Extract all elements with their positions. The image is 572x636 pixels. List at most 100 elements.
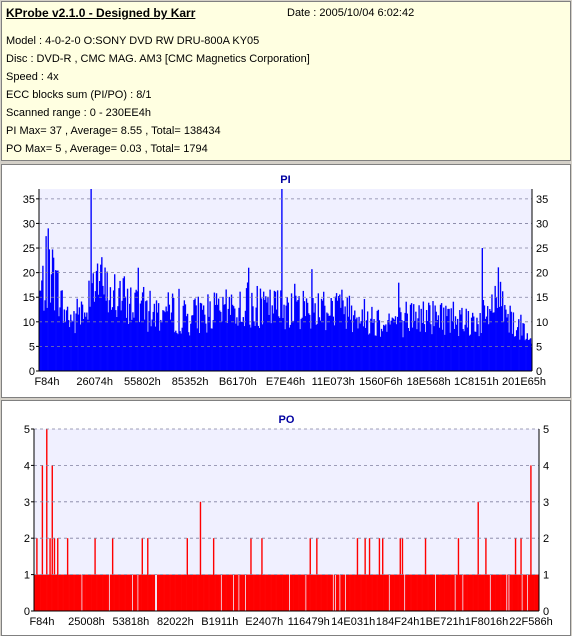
data-bar [341,289,343,371]
data-bar [380,328,383,371]
data-bar [342,574,344,611]
data-bar [519,339,521,371]
data-bar [189,335,191,371]
data-bar [255,574,258,611]
data-bar [391,317,393,371]
data-bar [49,302,52,371]
data-bar [199,501,202,611]
data-bar [246,282,249,371]
data-bar [205,574,207,611]
data-bar [101,257,103,371]
data-bar [364,327,367,371]
data-bar [451,321,453,371]
data-bar [191,315,193,371]
data-bar [315,574,317,611]
data-bar [447,308,449,371]
data-bar [270,323,272,371]
data-bar [356,538,359,611]
data-bar [158,574,160,611]
data-bar [257,325,259,371]
data-bar [208,316,210,371]
data-bar [533,574,535,611]
data-bar [425,574,428,611]
data-bar [264,574,266,611]
data-bar [56,270,58,371]
data-bar [409,304,412,371]
data-bar [133,574,136,611]
data-bar [91,574,93,611]
data-bar [237,574,239,611]
data-bar [229,574,231,611]
data-bar [176,332,178,371]
data-bar [69,327,71,371]
y-tick-label-right: 20 [536,268,548,280]
data-bar [267,574,270,611]
data-bar [456,318,459,371]
data-bar [122,278,124,371]
data-bar [310,574,313,611]
data-bar [484,318,487,371]
data-bar [170,574,172,611]
data-bar [331,300,333,371]
data-bar [148,574,150,611]
data-bar [476,574,478,611]
data-bar [240,321,242,371]
data-bar [249,324,251,371]
data-bar [493,574,496,611]
data-bar [266,302,268,371]
data-bar [306,302,309,371]
data-bar [378,320,381,371]
data-bar [455,574,457,611]
data-bar [259,288,262,371]
data-bar [99,574,102,611]
data-bar [225,574,227,611]
chart-title: PO [279,414,295,426]
data-bar [57,538,59,611]
data-bar [80,301,83,371]
data-bar [427,574,429,611]
data-bar [194,574,196,611]
data-bar [302,290,305,371]
range-line: Scanned range : 0 - 230EE4h [6,107,151,119]
data-bar [526,333,529,371]
data-bar [513,336,516,371]
data-bar [159,574,161,611]
data-bar [197,574,199,611]
data-bar [527,340,530,371]
data-bar [447,574,450,611]
data-bar [376,574,378,611]
data-bar [242,574,244,611]
data-bar [522,323,524,371]
data-bar [410,303,413,371]
data-bar [311,574,314,611]
data-bar [438,327,441,371]
data-bar [200,303,203,371]
data-bar [196,574,198,611]
data-bar [228,574,230,611]
data-bar [301,317,303,371]
data-bar [81,304,84,371]
data-bar [74,574,77,611]
data-bar [145,301,147,371]
data-bar [420,308,422,371]
data-bar [282,574,284,611]
data-bar [78,307,81,371]
data-bar [423,324,426,371]
data-bar [190,323,192,371]
data-bar [359,323,361,371]
data-bar [256,285,258,371]
data-bar [167,292,169,371]
data-bar [174,332,176,371]
data-bar [287,302,290,371]
x-tick-label: E2407h [245,616,283,628]
data-bar [433,326,435,371]
data-bar [518,319,520,371]
data-bar [130,287,132,371]
data-bar [335,574,338,611]
data-bar [172,297,175,371]
data-bar [227,574,229,611]
data-bar [373,319,375,371]
data-bar [222,296,224,371]
data-bar [529,574,531,611]
data-bar [265,296,267,371]
